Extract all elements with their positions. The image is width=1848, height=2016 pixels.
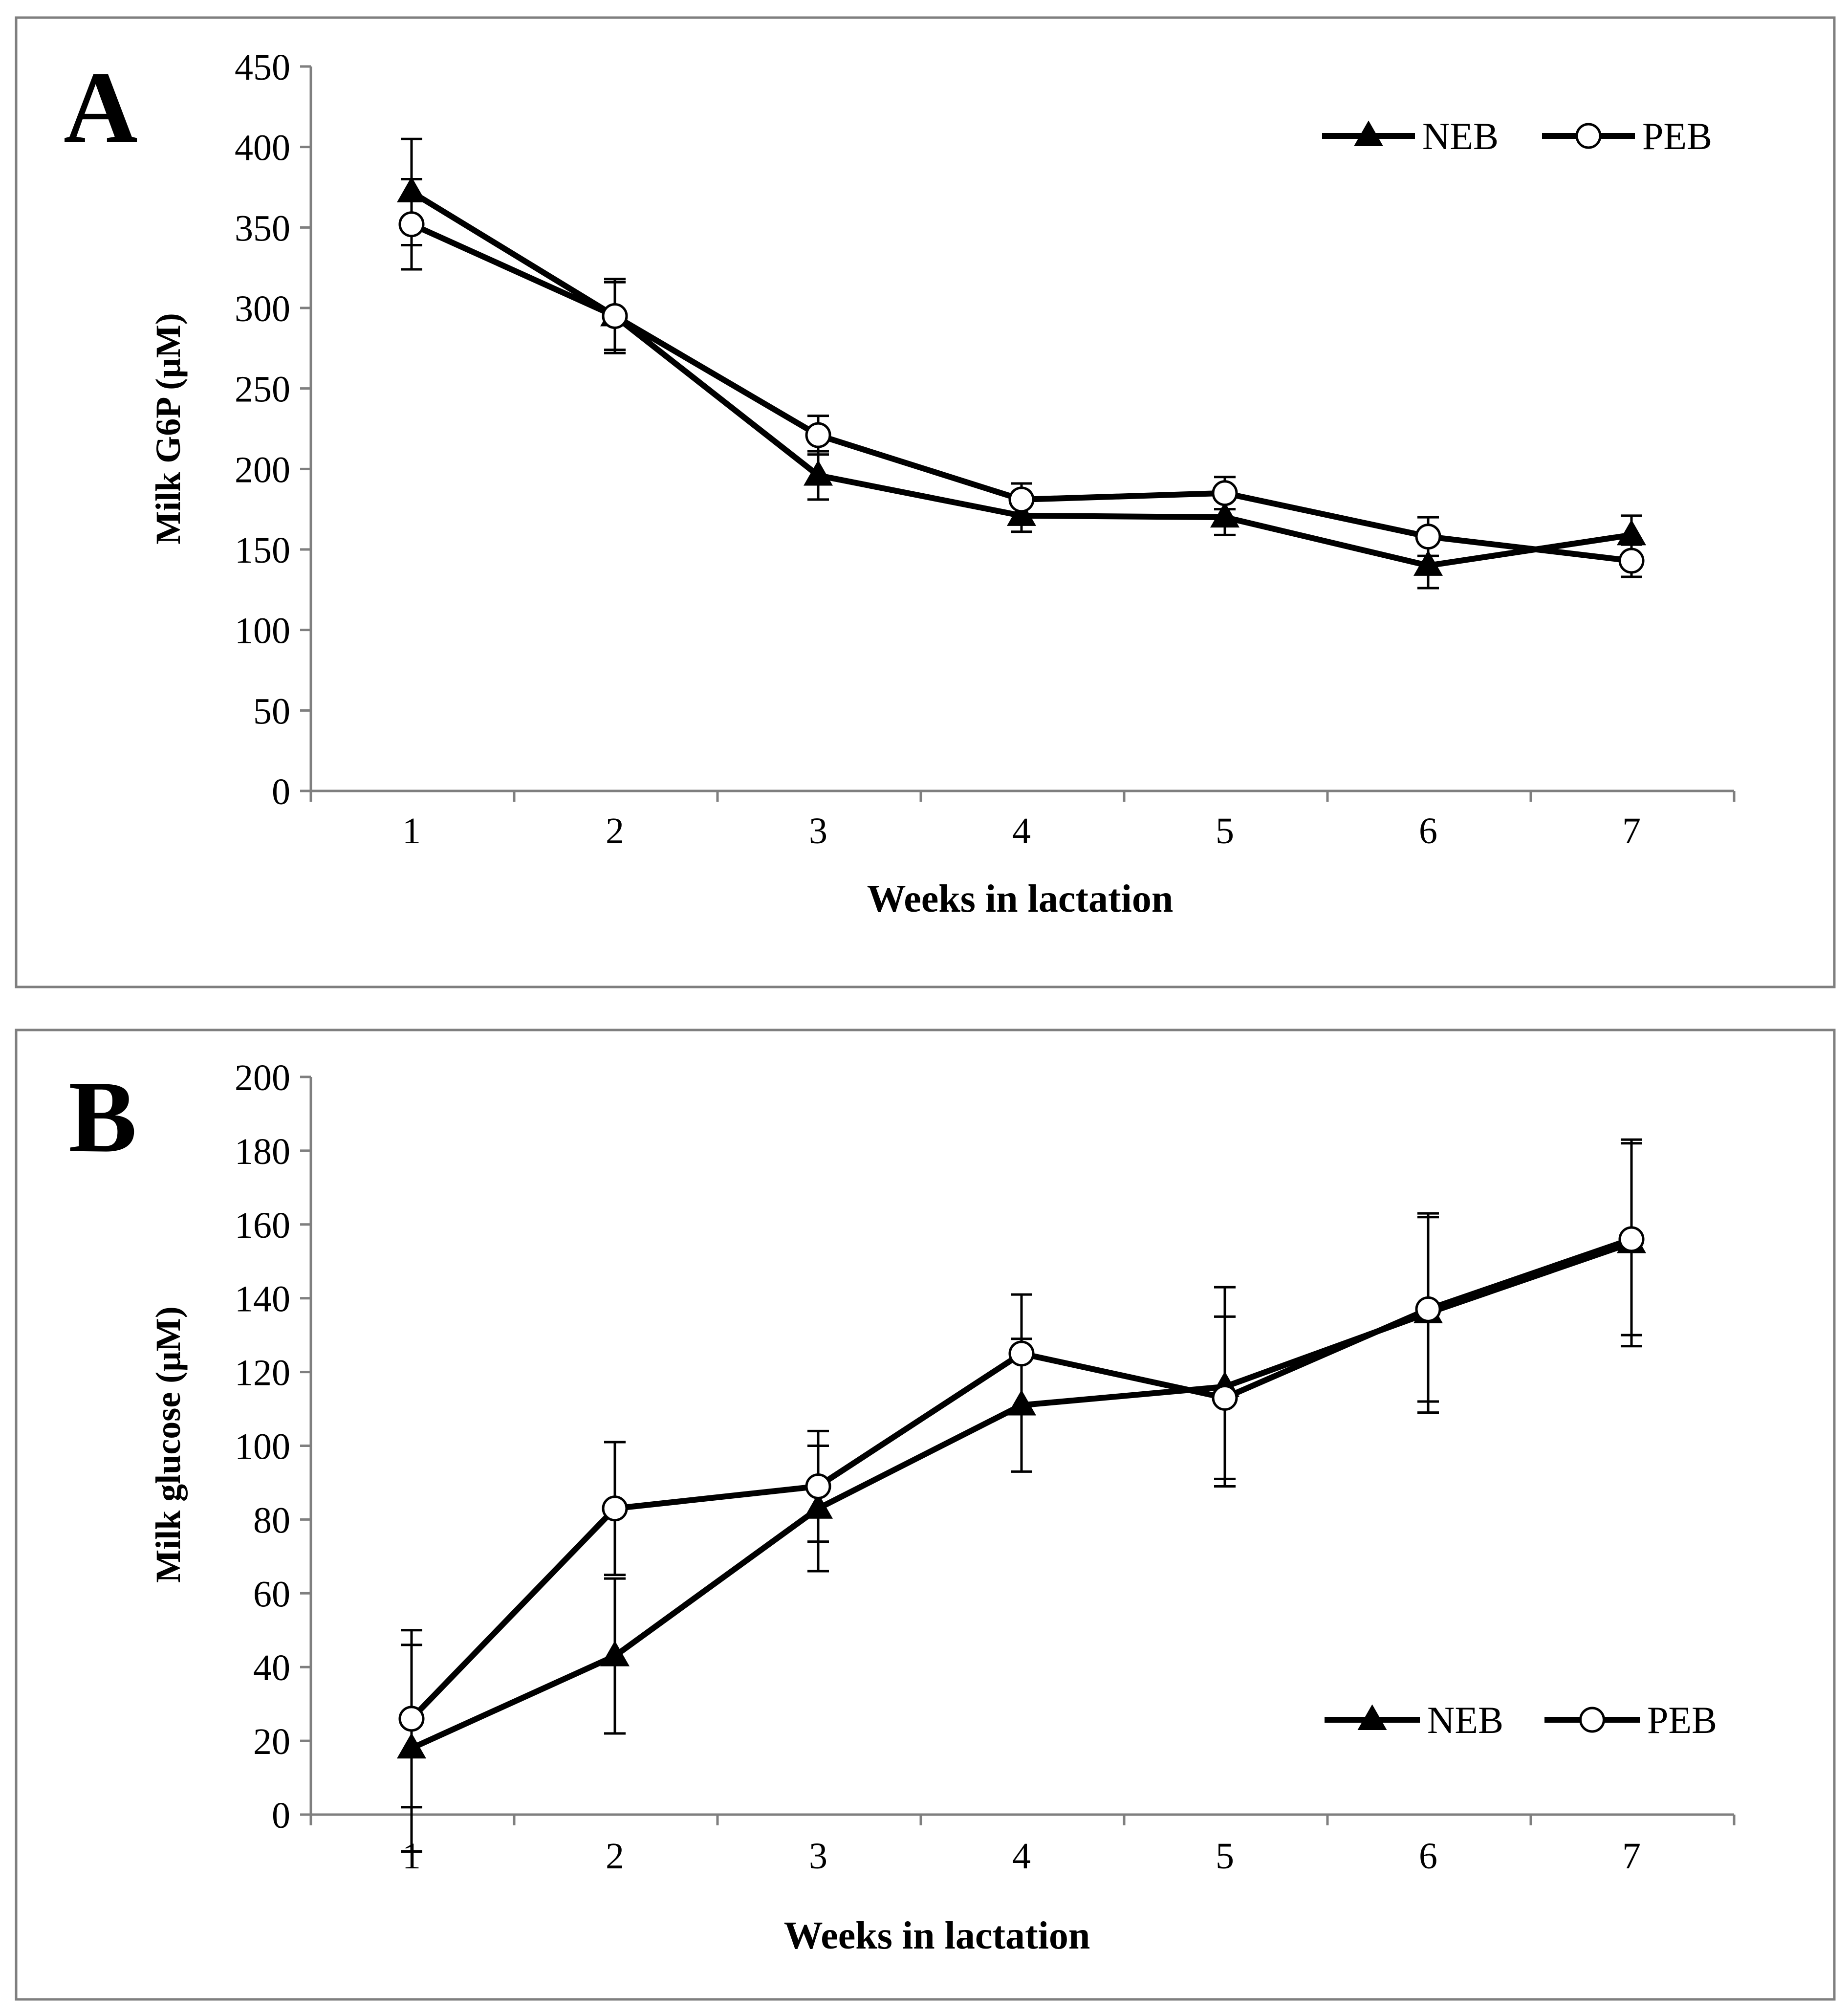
marker-neb-triangle	[1413, 550, 1443, 576]
y-tick-label: 180	[235, 1131, 290, 1172]
marker-peb-circle	[1415, 524, 1441, 550]
marker-peb-circle	[805, 422, 831, 448]
y-tick-label: 140	[235, 1279, 290, 1320]
x-tick-label: 3	[809, 1836, 827, 1877]
x-tick-label: 7	[1622, 811, 1641, 852]
y-tick-label: 200	[235, 449, 290, 490]
panel-a-y-axis-label: Milk G6P (µM)	[149, 313, 188, 544]
x-tick-label: 6	[1419, 811, 1437, 852]
y-tick-label: 300	[235, 288, 290, 329]
marker-neb-triangle	[1210, 502, 1239, 528]
x-tick-label: 5	[1216, 811, 1234, 852]
marker-peb-circle	[398, 211, 425, 238]
y-tick-label: 120	[235, 1353, 290, 1394]
y-tick-label: 160	[235, 1205, 290, 1246]
y-tick-label: 200	[235, 1057, 290, 1098]
legend-label-neb: NEB	[1422, 115, 1499, 157]
marker-neb-triangle	[600, 1641, 630, 1666]
marker-peb-circle	[1212, 1384, 1238, 1411]
x-tick-label: 3	[809, 811, 827, 852]
legend-marker-peb-circle	[1575, 123, 1602, 149]
panel-a-axes: 0 50 100 150 200 250 300 350 400 450 1 2 3 4 5 6 7	[235, 47, 1736, 852]
legend-marker-neb-triangle	[1357, 1704, 1387, 1730]
y-tick-label: 100	[235, 611, 290, 652]
x-tick-label: 1	[402, 811, 421, 852]
marker-peb-circle	[398, 1706, 425, 1732]
panel-b-frame	[15, 1029, 1836, 2001]
legend-label-neb: NEB	[1427, 1699, 1503, 1741]
panel-a-markers	[397, 176, 1646, 576]
panel-a-legend: NEB PEB	[1322, 115, 1712, 157]
marker-neb-triangle	[804, 460, 833, 486]
x-tick-label: 4	[1012, 811, 1031, 852]
x-tick-label: 2	[606, 1836, 624, 1877]
x-tick-label: 2	[606, 811, 624, 852]
panel-a-chart: A 0 50 100 150 200 250 300 350 400 450 1 2 3 4 5 6 7 NEB…	[15, 16, 1836, 988]
y-tick-label: 20	[253, 1721, 290, 1762]
marker-neb-triangle	[397, 176, 426, 202]
y-tick-label: 150	[235, 530, 290, 571]
marker-neb-triangle	[1617, 519, 1646, 546]
panel-b-y-axis-label: Milk glucose (µM)	[149, 1306, 188, 1582]
y-tick-label: 350	[235, 208, 290, 249]
marker-peb-circle	[1618, 1226, 1645, 1252]
panel-b-x-axis-label: Weeks in lactation	[784, 1914, 1090, 1957]
legend-marker-peb-circle	[1579, 1707, 1605, 1733]
x-tick-label: 6	[1419, 1836, 1437, 1877]
marker-peb-circle	[805, 1473, 831, 1499]
marker-peb-circle	[1415, 1296, 1441, 1322]
legend-label-peb: PEB	[1642, 115, 1712, 157]
y-tick-label: 250	[235, 369, 290, 410]
marker-peb-circle	[1618, 548, 1645, 574]
y-tick-label: 400	[235, 128, 290, 169]
marker-peb-circle	[1212, 480, 1238, 506]
y-tick-label: 100	[235, 1426, 290, 1468]
marker-neb-triangle	[804, 1493, 833, 1519]
panel-a-label: A	[64, 51, 138, 164]
y-tick-label: 0	[272, 771, 290, 812]
marker-neb-triangle	[1007, 1390, 1036, 1416]
x-tick-label: 4	[1012, 1836, 1031, 1877]
marker-neb-triangle	[397, 1732, 426, 1759]
y-tick-label: 50	[253, 691, 290, 732]
panel-b-legend: NEB PEB	[1325, 1699, 1717, 1741]
y-tick-label: 80	[253, 1500, 290, 1541]
y-tick-label: 60	[253, 1574, 290, 1615]
x-tick-label: 5	[1216, 1836, 1234, 1877]
x-tick-label: 7	[1622, 1836, 1641, 1877]
panel-a-frame	[15, 16, 1836, 988]
y-tick-label: 0	[272, 1795, 290, 1836]
marker-peb-circle	[1008, 486, 1035, 513]
marker-peb-circle	[602, 303, 628, 329]
legend-label-peb: PEB	[1647, 1699, 1717, 1741]
y-tick-label: 40	[253, 1647, 290, 1688]
marker-peb-circle	[602, 1495, 628, 1522]
panel-a-x-axis-label: Weeks in lactation	[867, 877, 1174, 920]
legend-marker-neb-triangle	[1354, 120, 1383, 146]
panel-b-label: B	[68, 1060, 137, 1174]
marker-peb-circle	[1008, 1340, 1035, 1367]
panel-b-markers	[397, 1226, 1646, 1759]
y-tick-label: 450	[235, 47, 290, 88]
marker-neb-triangle	[1007, 500, 1036, 526]
